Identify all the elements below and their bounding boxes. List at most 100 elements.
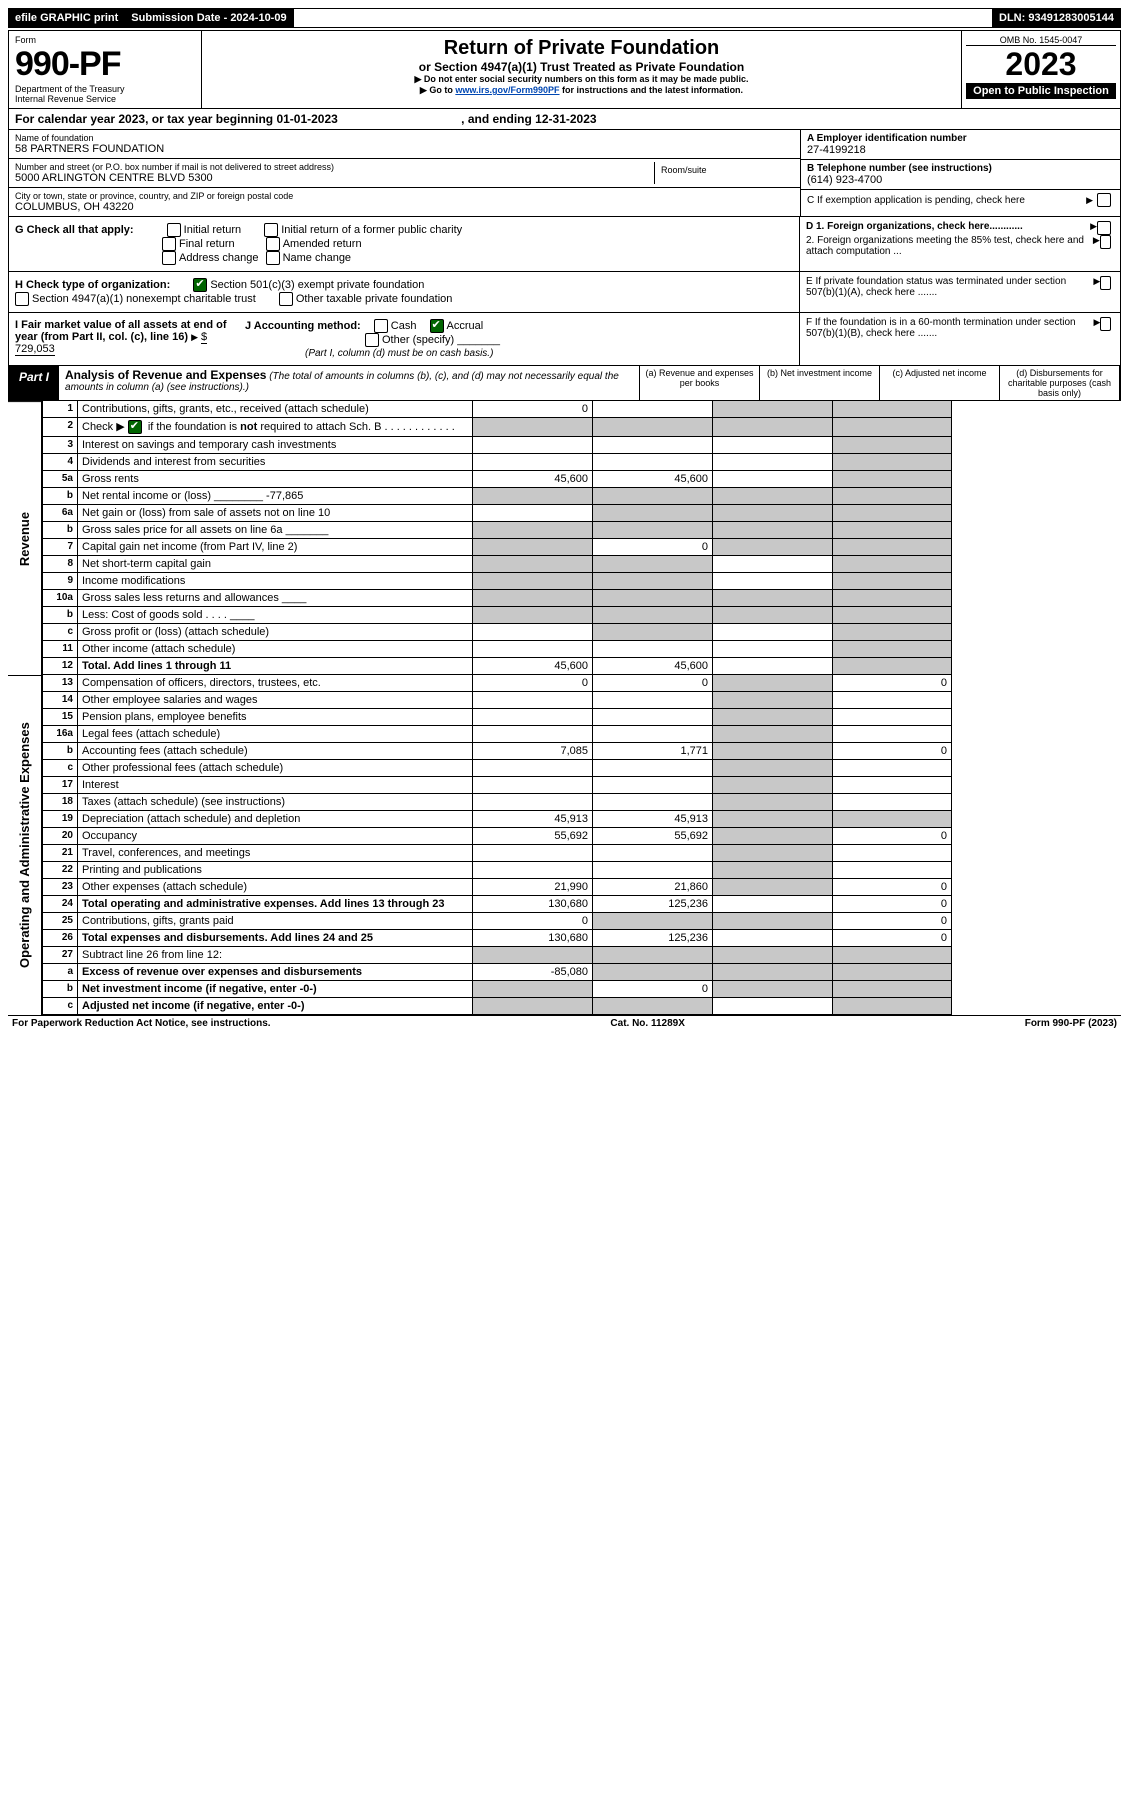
value-cell — [472, 947, 592, 964]
line-number: 13 — [42, 675, 77, 692]
value-cell — [592, 418, 712, 437]
value-cell — [712, 454, 832, 471]
j-label: J Accounting method: — [245, 320, 361, 332]
value-cell — [832, 947, 952, 964]
value-cell — [592, 590, 712, 607]
line-description: Other professional fees (attach schedule… — [77, 760, 472, 777]
value-cell: 1,771 — [592, 743, 712, 760]
value-cell — [712, 522, 832, 539]
checkbox-address-change[interactable] — [162, 251, 176, 265]
table-row: 26Total expenses and disbursements. Add … — [42, 930, 1121, 947]
value-cell — [832, 418, 952, 437]
e-label: E If private foundation status was termi… — [806, 276, 1093, 308]
checkbox-cash[interactable] — [374, 319, 388, 333]
value-cell — [832, 811, 952, 828]
table-row: bNet investment income (if negative, ent… — [42, 981, 1121, 998]
line-number: 12 — [42, 658, 77, 675]
arrow-icon — [191, 331, 198, 343]
value-cell — [832, 760, 952, 777]
checkbox-initial-former[interactable] — [264, 223, 278, 237]
checkbox-name-change[interactable] — [266, 251, 280, 265]
table-row: bAccounting fees (attach schedule)7,0851… — [42, 743, 1121, 760]
table-row: 25Contributions, gifts, grants paid00 — [42, 913, 1121, 930]
value-cell — [592, 556, 712, 573]
submission-date: Submission Date - 2024-10-09 — [125, 9, 293, 27]
value-cell: 45,913 — [472, 811, 592, 828]
value-cell — [592, 454, 712, 471]
checkbox-501c3[interactable] — [193, 278, 207, 292]
value-cell — [712, 692, 832, 709]
checkbox-accrual[interactable] — [430, 319, 444, 333]
value-cell — [712, 998, 832, 1015]
checkbox-schb[interactable] — [128, 420, 142, 434]
checkbox-d1[interactable] — [1097, 221, 1111, 235]
phone-value: (614) 923-4700 — [807, 174, 1114, 186]
line-description: Dividends and interest from securities — [77, 454, 472, 471]
checkbox-f[interactable] — [1100, 317, 1111, 331]
omb-number: OMB No. 1545-0047 — [966, 35, 1116, 46]
checkbox-other-taxable[interactable] — [279, 292, 293, 306]
form-url-link[interactable]: www.irs.gov/Form990PF — [455, 85, 559, 95]
table-row: 27Subtract line 26 from line 12: — [42, 947, 1121, 964]
checkbox-4947[interactable] — [15, 292, 29, 306]
value-cell — [592, 947, 712, 964]
table-row: 24Total operating and administrative exp… — [42, 896, 1121, 913]
line-description: Printing and publications — [77, 862, 472, 879]
line-number: a — [42, 964, 77, 981]
value-cell — [472, 418, 592, 437]
value-cell — [712, 913, 832, 930]
line-number: 22 — [42, 862, 77, 879]
value-cell — [472, 794, 592, 811]
table-row: 17Interest — [42, 777, 1121, 794]
value-cell — [472, 556, 592, 573]
line-description: Adjusted net income (if negative, enter … — [77, 998, 472, 1015]
form-number: 990-PF — [15, 45, 195, 84]
table-row: 7Capital gain net income (from Part IV, … — [42, 539, 1121, 556]
value-cell — [712, 401, 832, 418]
address-label: Number and street (or P.O. box number if… — [15, 162, 654, 172]
value-cell: 0 — [472, 401, 592, 418]
table-row: 6aNet gain or (loss) from sale of assets… — [42, 505, 1121, 522]
value-cell — [592, 437, 712, 454]
checkbox-other-method[interactable] — [365, 333, 379, 347]
value-cell: 130,680 — [472, 930, 592, 947]
table-row: 4Dividends and interest from securities — [42, 454, 1121, 471]
value-cell: 0 — [472, 675, 592, 692]
city-label: City or town, state or province, country… — [15, 191, 794, 201]
value-cell — [712, 828, 832, 845]
line-number: 23 — [42, 879, 77, 896]
checkbox-d2[interactable] — [1100, 235, 1111, 249]
line-description: Contributions, gifts, grants, etc., rece… — [77, 401, 472, 418]
value-cell — [832, 862, 952, 879]
line-description: Interest on savings and temporary cash i… — [77, 437, 472, 454]
checkbox-c[interactable] — [1097, 193, 1111, 207]
part1-label: Part I — [9, 366, 59, 400]
value-cell: 45,600 — [592, 658, 712, 675]
value-cell — [712, 794, 832, 811]
line-description: Net short-term capital gain — [77, 556, 472, 573]
line-number: c — [42, 624, 77, 641]
value-cell — [832, 539, 952, 556]
page-footer: For Paperwork Reduction Act Notice, see … — [8, 1015, 1121, 1031]
section-side-label: Revenue — [8, 401, 42, 675]
efile-print-button[interactable]: efile GRAPHIC print — [9, 9, 125, 27]
checkbox-initial-return[interactable] — [167, 223, 181, 237]
line-description: Depreciation (attach schedule) and deple… — [77, 811, 472, 828]
checkbox-e[interactable] — [1100, 276, 1111, 290]
value-cell: 0 — [832, 930, 952, 947]
line-number: 18 — [42, 794, 77, 811]
value-cell — [712, 760, 832, 777]
checkbox-amended[interactable] — [266, 237, 280, 251]
value-cell — [592, 488, 712, 505]
city-state-zip: COLUMBUS, OH 43220 — [15, 201, 794, 213]
ssn-warning: ▶ Do not enter social security numbers o… — [208, 74, 955, 85]
checkbox-final-return[interactable] — [162, 237, 176, 251]
value-cell — [472, 488, 592, 505]
line-description: Check ▶ if the foundation is not require… — [77, 418, 472, 437]
value-cell — [832, 726, 952, 743]
value-cell — [592, 862, 712, 879]
table-row: 5aGross rents45,60045,600 — [42, 471, 1121, 488]
value-cell — [712, 471, 832, 488]
section-g-d: G Check all that apply: Initial return I… — [8, 217, 1121, 272]
line-description: Contributions, gifts, grants paid — [77, 913, 472, 930]
